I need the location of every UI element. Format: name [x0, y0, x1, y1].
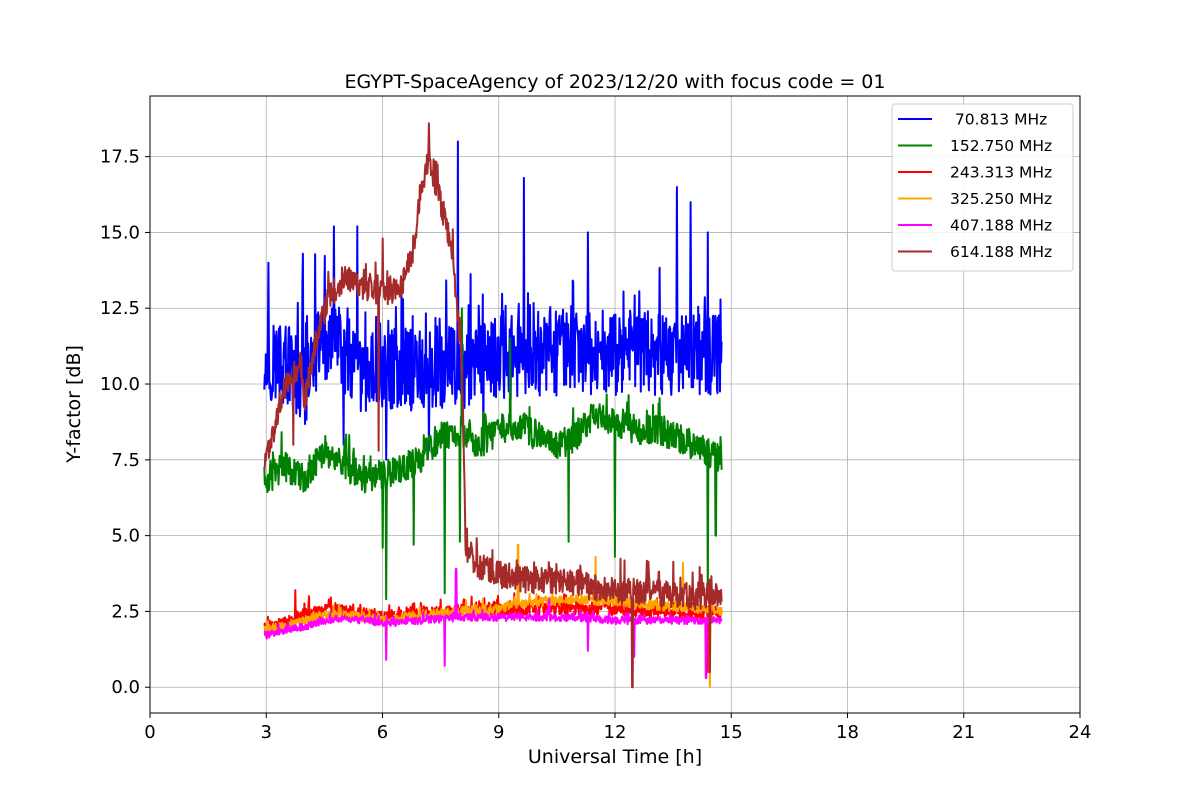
- series-line-2: [263, 589, 723, 674]
- legend: 70.813 MHz 152.750 MHz 243.313 MHz 325.250 …: [891, 103, 1074, 272]
- x-tick-label-2: 6: [377, 722, 388, 743]
- y-tick-label-1: 2.5: [111, 601, 140, 622]
- x-tick-label-8: 24: [1069, 722, 1092, 743]
- chart-title: EGYPT-SpaceAgency of 2023/12/20 with foc…: [345, 71, 886, 93]
- y-tick-label-4: 10.0: [100, 374, 140, 395]
- legend-label-2: 243.313 MHz: [950, 164, 1052, 182]
- series-line-1: [263, 307, 723, 601]
- legend-label-4: 407.188 MHz: [950, 217, 1052, 235]
- series-line-0: [263, 140, 723, 461]
- y-tick-label-2: 5.0: [111, 526, 140, 547]
- y-tick-label-3: 7.5: [111, 450, 140, 471]
- series-layer: [263, 122, 723, 689]
- legend-label-5: 614.188 MHz: [950, 243, 1052, 261]
- legend-label-0: 70.813 MHz: [950, 111, 1047, 129]
- x-tick-label-5: 15: [720, 722, 743, 743]
- y-tick-label-0: 0.0: [111, 677, 140, 698]
- y-tick-label-7: 17.5: [100, 147, 140, 168]
- y-tick-label-5: 12.5: [100, 298, 140, 319]
- x-tick-label-4: 12: [604, 722, 627, 743]
- legend-label-3: 325.250 MHz: [950, 190, 1052, 208]
- x-tick-label-7: 21: [952, 722, 975, 743]
- x-tick-label-3: 9: [493, 722, 504, 743]
- x-tick-label-6: 18: [836, 722, 859, 743]
- series-line-5: [263, 122, 723, 689]
- series-line-4: [263, 568, 723, 680]
- x-axis: 0 3 6 9 12 15 18 21 24: [144, 713, 1091, 743]
- legend-box: [891, 103, 1074, 272]
- series-line-3: [263, 543, 723, 689]
- y-tick-label-6: 15.0: [100, 222, 140, 243]
- x-tick-label-0: 0: [144, 722, 155, 743]
- y-axis: 0.0 2.5 5.0 7.5 10.0 12.5 15.0 17.5: [100, 147, 150, 698]
- legend-label-1: 152.750 MHz: [950, 137, 1052, 155]
- x-tick-label-1: 3: [261, 722, 272, 743]
- y-axis-label: Y-factor [dB]: [63, 345, 85, 464]
- x-axis-label: Universal Time [h]: [528, 746, 702, 768]
